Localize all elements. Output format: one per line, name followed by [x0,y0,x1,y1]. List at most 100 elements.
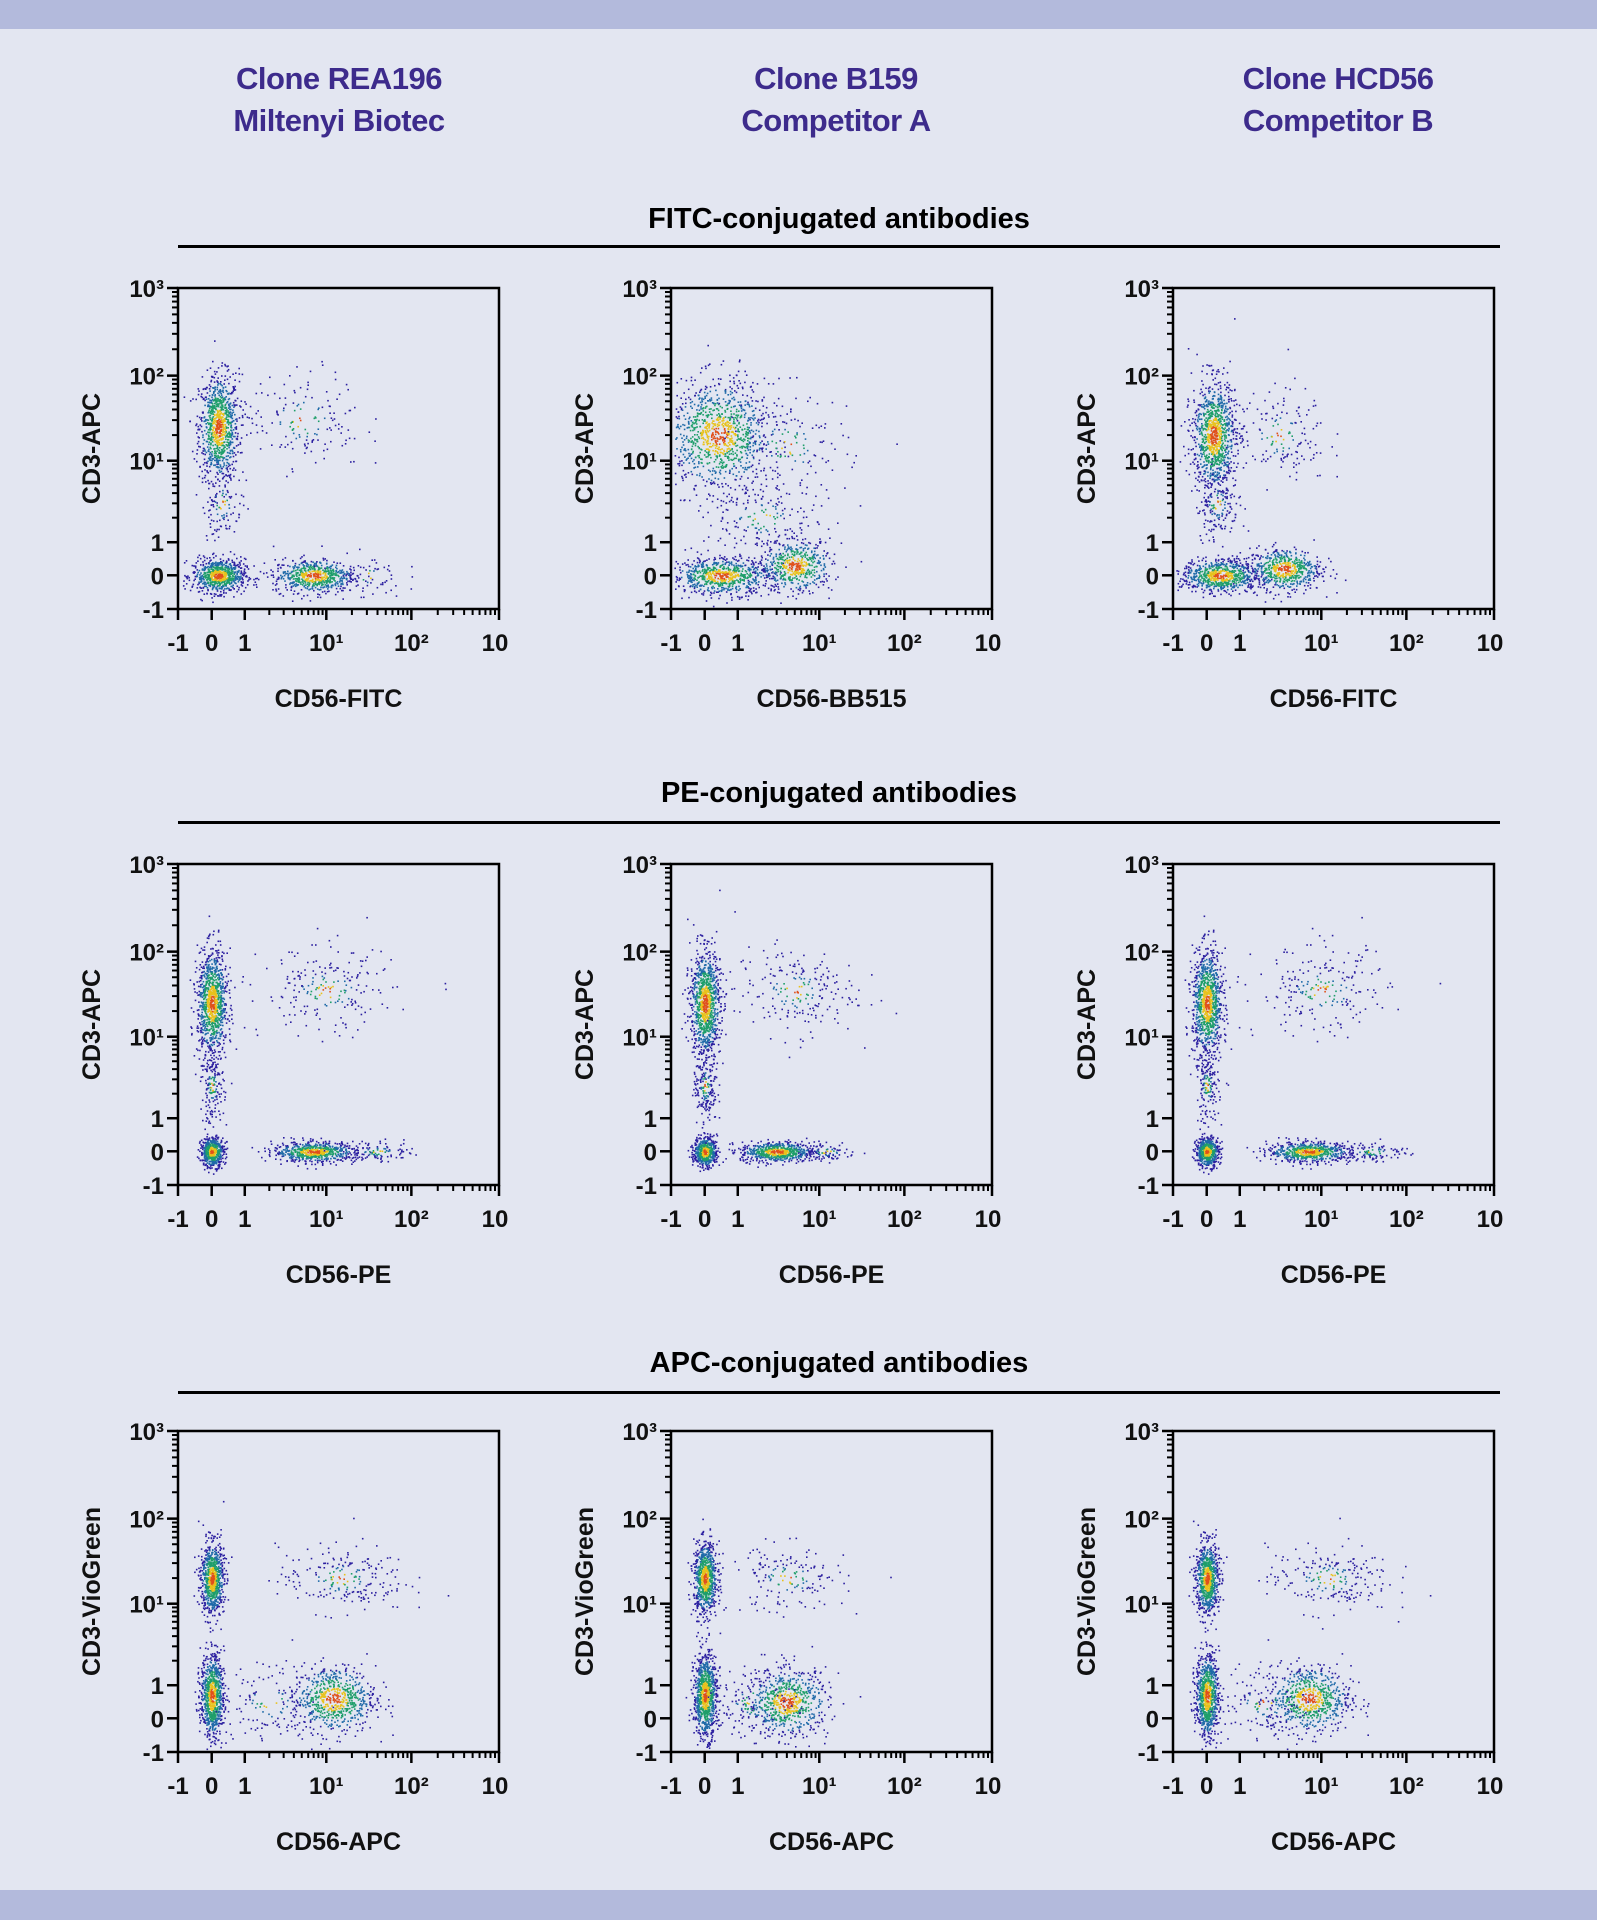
data-point [183,396,186,398]
data-point [213,562,215,565]
data-point [724,562,727,565]
data-point [772,577,774,580]
data-point [746,432,748,434]
data-point [767,572,770,575]
data-point [677,463,679,465]
data-point [291,421,293,423]
data-point [791,565,793,567]
data-point [219,464,222,466]
data-point [813,571,816,574]
data-point [705,456,707,458]
data-point [241,577,244,579]
data-point [682,423,684,426]
data-point [724,470,727,473]
data-point [390,574,393,576]
data-point [215,563,217,566]
data-point [227,582,230,584]
data-point [333,579,335,581]
data-point [347,574,350,576]
data-point [198,475,201,478]
data-point [219,416,222,418]
data-point [719,405,722,408]
data-point [790,567,793,570]
data-point [789,566,791,569]
data-point [690,379,693,382]
data-point [239,578,242,581]
data-point [223,464,225,466]
data-point [340,571,343,573]
data-point [792,556,794,559]
data-point [217,405,219,407]
data-point [734,452,737,454]
data-point [727,580,730,583]
data-point [733,520,736,522]
data-point [299,557,302,560]
data-point [725,404,728,407]
data-point [305,447,308,450]
data-point [329,412,331,414]
data-point [763,377,766,380]
data-point [331,578,333,580]
data-point [209,560,211,562]
data-point [698,437,701,440]
data-point [747,437,749,439]
data-point [242,424,244,426]
data-point [324,584,327,586]
data-point [222,438,224,440]
data-point [248,576,251,579]
data-point [214,501,217,503]
data-point [794,559,796,562]
data-point [350,574,352,577]
data-point [218,575,220,577]
data-point [212,406,215,408]
data-point [732,581,734,584]
data-point [710,576,713,578]
data-point [317,420,320,423]
data-point [316,570,318,572]
data-point [797,593,800,595]
data-point [675,575,678,578]
data-point [216,590,219,592]
data-point [370,577,372,580]
data-point [216,381,219,383]
data-point [388,570,391,572]
data-point [300,589,303,591]
data-point [208,482,211,485]
data-point [212,408,214,410]
data-point [228,563,231,566]
data-point [296,577,299,580]
data-point [779,573,782,576]
data-point [715,466,718,468]
data-point [741,574,744,576]
data-point [210,401,213,404]
data-point [678,464,681,467]
data-point [271,444,273,446]
data-point [761,440,763,442]
data-point [691,473,694,476]
data-point [731,577,734,580]
data-point [757,562,760,565]
data-point [318,589,321,591]
data-point [282,595,285,597]
data-point [731,587,734,590]
data-point [801,580,803,582]
data-point [221,472,224,475]
data-point [205,451,208,454]
data-point [215,572,217,574]
data-point [767,574,770,576]
data-point [780,554,782,557]
data-point [723,444,726,446]
data-point [692,416,695,418]
data-point [208,405,210,407]
data-point [731,599,733,601]
data-point [225,396,227,398]
data-point [329,578,331,581]
data-point [242,471,244,473]
data-point [311,570,313,573]
data-point [689,499,691,502]
data-point [701,578,704,580]
data-point [312,584,314,586]
data-point [840,423,843,425]
data-point [778,542,780,545]
data-point [802,569,805,571]
